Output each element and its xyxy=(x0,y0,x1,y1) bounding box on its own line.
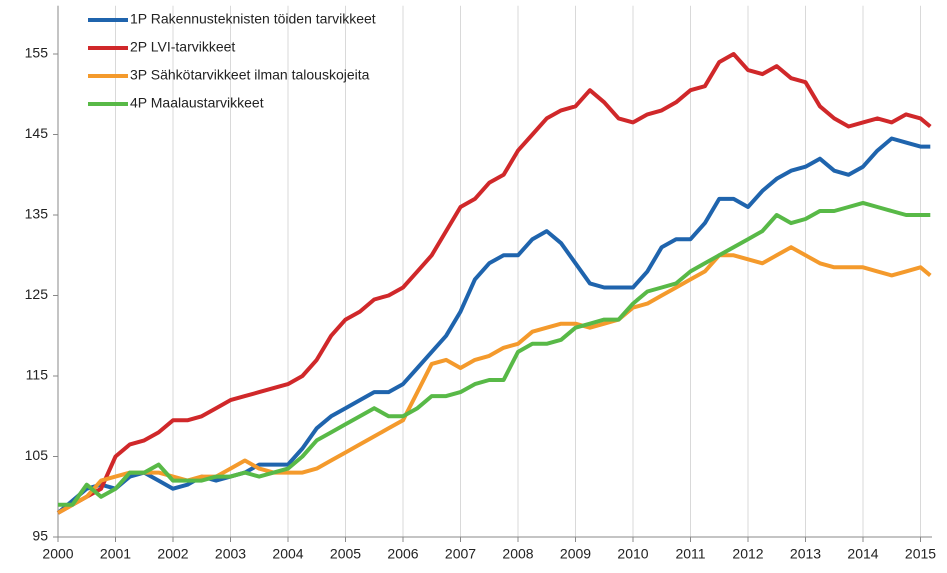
x-tick-label: 2009 xyxy=(560,546,591,562)
legend-label: 1P Rakennusteknisten töiden tarvikkeet xyxy=(130,11,376,27)
x-tick-label: 2004 xyxy=(272,546,303,562)
x-tick-label: 2005 xyxy=(330,546,361,562)
x-tick-label: 2008 xyxy=(502,546,533,562)
y-tick-label: 145 xyxy=(25,125,49,141)
y-tick-label: 95 xyxy=(32,528,48,544)
y-tick-label: 135 xyxy=(25,206,49,222)
series-line xyxy=(58,200,931,507)
x-tick-label: 2013 xyxy=(790,546,821,562)
legend-label: 2P LVI-tarvikkeet xyxy=(130,39,235,55)
y-tick-label: 125 xyxy=(25,286,49,302)
series-line xyxy=(56,136,931,515)
x-tick-label: 2007 xyxy=(445,546,476,562)
x-tick-label: 2006 xyxy=(387,546,418,562)
x-tick-label: 2002 xyxy=(157,546,188,562)
y-tick-label: 155 xyxy=(25,45,49,61)
x-tick-label: 2000 xyxy=(42,546,73,562)
x-tick-label: 2010 xyxy=(617,546,648,562)
series-line xyxy=(57,52,932,515)
legend-label: 4P Maalaustarvikkeet xyxy=(130,95,264,111)
x-tick-label: 2014 xyxy=(847,546,878,562)
y-tick-label: 115 xyxy=(26,367,49,383)
x-tick-label: 2015 xyxy=(905,546,936,562)
legend-label: 3P Sähkötarvikkeet ilman talouskojeita xyxy=(130,67,370,83)
y-tick-label: 105 xyxy=(25,447,49,463)
x-tick-label: 2012 xyxy=(732,546,763,562)
x-tick-label: 2003 xyxy=(215,546,246,562)
x-tick-label: 2011 xyxy=(675,546,705,562)
x-tick-label: 2001 xyxy=(100,546,131,562)
series-line xyxy=(57,245,932,515)
